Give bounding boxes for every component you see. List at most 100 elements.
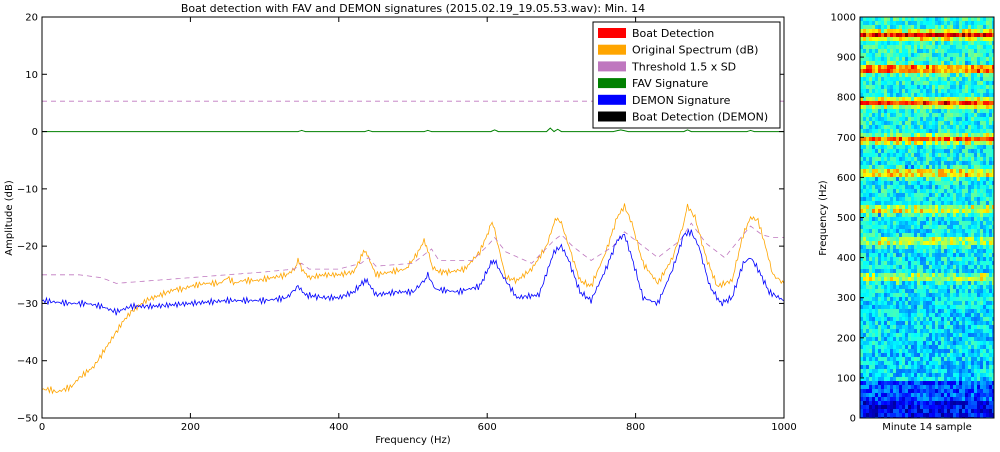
spectrogram-cell — [920, 297, 923, 301]
spectrogram-cell — [896, 133, 899, 137]
spectrogram-cell — [887, 385, 890, 389]
spectrogram-cell — [875, 401, 878, 405]
spectrogram-cell — [863, 133, 866, 137]
spectrogram-cell — [947, 325, 950, 329]
spectrogram-cell — [986, 409, 989, 413]
spectrogram-cell — [956, 289, 959, 293]
spectrogram-cell — [866, 225, 869, 229]
spectrogram-cell — [959, 181, 962, 185]
spectrogram-cell — [929, 329, 932, 333]
spectrogram-cell — [989, 173, 992, 177]
spectrogram-cell — [956, 393, 959, 397]
spectrogram-cell — [950, 265, 953, 269]
spectrogram-cell — [914, 213, 917, 217]
spectrogram-cell — [866, 29, 869, 33]
spectrogram-cell — [863, 201, 866, 205]
spectrogram-cell — [899, 365, 902, 369]
spectrogram-cell — [917, 177, 920, 181]
spectrogram-cell — [923, 65, 926, 69]
spectrogram-cell — [917, 189, 920, 193]
spectrogram-cell — [941, 281, 944, 285]
spectrogram-cell — [989, 225, 992, 229]
spectrogram-cell — [920, 357, 923, 361]
spectrogram-cell — [893, 185, 896, 189]
spectrogram-cell — [905, 297, 908, 301]
spectrogram-cell — [986, 237, 989, 241]
spectrogram-cell — [968, 237, 971, 241]
spectrogram-cell — [896, 61, 899, 65]
spectrogram-cell — [881, 101, 884, 105]
spectrogram-cell — [884, 361, 887, 365]
spectrogram-cell — [878, 377, 881, 381]
spectrogram-cell — [890, 221, 893, 225]
spectrogram-cell — [938, 17, 941, 21]
spectrogram-cell — [917, 357, 920, 361]
spectrogram-cell — [974, 309, 977, 313]
spectrogram-cell — [887, 413, 890, 417]
spectrogram-cell — [887, 409, 890, 413]
spectrogram-cell — [905, 305, 908, 309]
spectrogram-cell — [941, 221, 944, 225]
spectrogram-cell — [863, 377, 866, 381]
spectrogram-cell — [908, 397, 911, 401]
spectrogram-cell — [905, 77, 908, 81]
spectrogram-cell — [950, 133, 953, 137]
spectrogram-cell — [938, 209, 941, 213]
spectrogram-cell — [902, 161, 905, 165]
spectrogram-cell — [887, 393, 890, 397]
spectrogram-cell — [992, 89, 994, 93]
spectrogram-cell — [866, 65, 869, 69]
spectrogram-cell — [890, 25, 893, 29]
spectrogram-cell — [902, 369, 905, 373]
spectrogram-cell — [950, 393, 953, 397]
spectrogram-cell — [974, 205, 977, 209]
spectrogram-cell — [968, 101, 971, 105]
spectrogram-cell — [965, 273, 968, 277]
spectrogram-cell — [992, 125, 994, 129]
spectrogram-cell — [938, 393, 941, 397]
spectrogram-cell — [905, 237, 908, 241]
spectrogram-cell — [953, 33, 956, 37]
spectrogram-cell — [860, 185, 863, 189]
spectrogram-cell — [890, 269, 893, 273]
spectrogram-cell — [977, 269, 980, 273]
spectrogram-cell — [887, 277, 890, 281]
spectrogram-cell — [920, 405, 923, 409]
spectrogram-cell — [923, 225, 926, 229]
spectrogram-cell — [950, 413, 953, 417]
spectrogram-cell — [881, 157, 884, 161]
spectrogram-cell — [890, 333, 893, 337]
spectrogram-cell — [887, 309, 890, 313]
spectrogram-cell — [899, 45, 902, 49]
spectrogram-cell — [869, 105, 872, 109]
spectrogram-cell — [896, 397, 899, 401]
spectrogram-cell — [917, 97, 920, 101]
spectrogram-cell — [938, 245, 941, 249]
spectrogram-cell — [866, 337, 869, 341]
spectrogram-cell — [884, 189, 887, 193]
spectrogram-cell — [869, 345, 872, 349]
spectrogram-cell — [920, 261, 923, 265]
spectrogram-cell — [962, 229, 965, 233]
spectrogram-cell — [989, 269, 992, 273]
spectrogram-cell — [923, 341, 926, 345]
spectrogram-cell — [875, 129, 878, 133]
spectrogram-cell — [932, 393, 935, 397]
spectrogram-cell — [989, 133, 992, 137]
spectrogram-cell — [905, 321, 908, 325]
spectrogram-cell — [866, 325, 869, 329]
spectrogram-cell — [905, 281, 908, 285]
spectrogram-cell — [980, 285, 983, 289]
spectrogram-cell — [926, 29, 929, 33]
spectrogram-cell — [908, 25, 911, 29]
spectrogram-cell — [896, 333, 899, 337]
spectrogram-cell — [962, 181, 965, 185]
spectrogram-cell — [866, 37, 869, 41]
spectrogram-cell — [887, 305, 890, 309]
spectrogram-cell — [920, 161, 923, 165]
spectrogram-cell — [896, 97, 899, 101]
spectrogram-cell — [944, 293, 947, 297]
spectrogram-cell — [980, 105, 983, 109]
spectrogram-cell — [953, 385, 956, 389]
spectrogram-cell — [974, 217, 977, 221]
